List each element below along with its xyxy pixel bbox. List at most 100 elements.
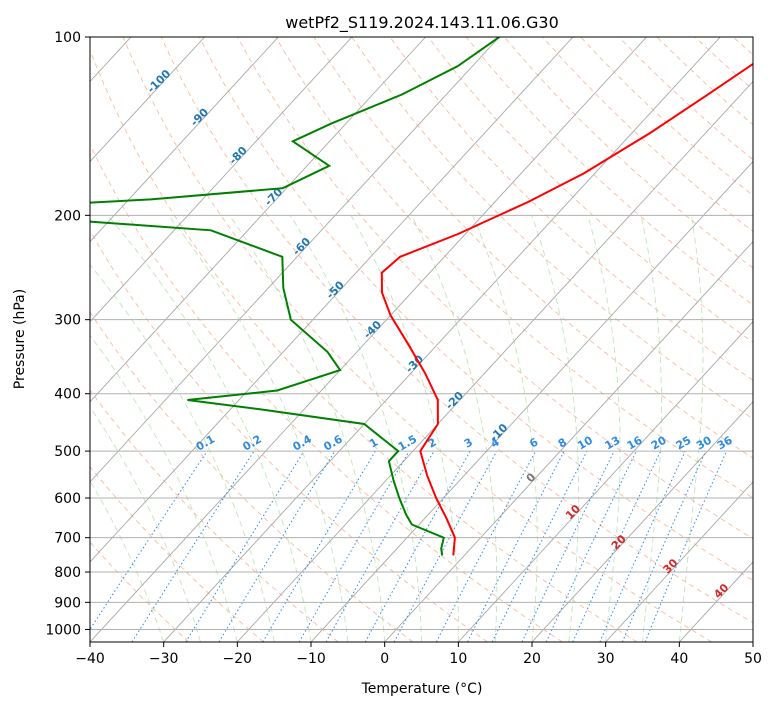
isotherm [90,37,353,323]
mixing-ratio-line [435,450,537,642]
mixing-ratio-line [218,450,336,642]
isotherm [90,37,205,163]
moist-adiabat [229,215,386,642]
y-tick-label: 200 [54,208,81,224]
isotherm-label: -60 [290,235,313,258]
isotherm-label: 20 [609,532,629,552]
isotherm-label: -40 [361,318,384,341]
plot-grid-layer: 0.1 0.2 0.4 0.6 1 1.5 2 3 4 6 8 10 13 16 20 25 30 36-100-… [0,37,753,642]
mixing-ratio-label: 16 [625,433,645,452]
isotherm [752,641,753,642]
isotherm-label: 30 [661,556,681,576]
isotherm-label: 40 [711,581,731,601]
dry-adiabat [351,37,753,420]
mixing-ratio-label: 36 [715,433,735,452]
isotherm [458,321,753,642]
mixing-ratio-label: 25 [674,434,694,453]
mixing-ratio-label: 1 [367,436,380,451]
isotherm-label: 10 [563,502,583,522]
mixing-ratio-line [467,450,565,642]
y-tick-label: 300 [54,313,81,329]
plot-area: 0.1 0.2 0.4 0.6 1 1.5 2 3 4 6 8 10 13 16 20 25 30 36-100-… [0,37,753,642]
y-tick-label: 800 [54,565,81,581]
dry-adiabat [618,37,753,161]
x-tick-label: 30 [597,651,615,667]
x-tick-label: 20 [523,651,541,667]
y-axis-label: Pressure (hPa) [12,289,28,389]
mixing-ratio-label: 20 [649,433,669,452]
moist-adiabat [90,334,238,642]
isotherm [90,37,500,483]
moist-adiabat [640,215,662,642]
isotherm [0,37,57,642]
moist-adiabat [90,406,201,642]
isotherm [384,240,753,642]
moist-adiabat [107,215,312,642]
isotherm-label: -20 [443,389,466,412]
moist-adiabat [90,264,275,642]
dry-adiabat [313,37,753,459]
dry-adiabat [90,389,339,642]
mixing-ratio-line [621,450,707,642]
isotherm [90,37,426,403]
dry-adiabat [90,466,264,642]
y-tick-label: 500 [54,444,81,460]
isotherm [310,160,753,642]
isotherm [90,37,647,642]
isotherm [90,37,279,243]
mixing-ratio-label: 10 [575,433,595,452]
isotherm [163,37,721,642]
moist-adiabat [531,215,580,642]
mixing-ratio-line [262,450,376,642]
isotherm [605,481,753,642]
y-tick-label: 100 [54,30,81,46]
mixing-ratio-label: 0.4 [291,432,315,453]
dry-adiabat [122,37,712,642]
dry-adiabat [275,37,753,499]
moist-adiabat [472,215,538,642]
dry-adiabat [160,37,753,624]
moist-adiabat [90,479,165,642]
moist-adiabat [411,215,498,642]
dry-adiabat [427,37,753,343]
dry-adiabat [694,37,753,91]
temperature-line [380,62,753,556]
isotherm [237,80,753,642]
isotherm-label: -100 [145,67,174,96]
chart-title: wetPf2_S119.2024.143.11.06.G30 [285,13,559,33]
moist-adiabat [587,215,621,642]
moist-adiabat [350,215,459,642]
y-tick-label: 600 [54,491,81,507]
dry-adiabat [90,541,190,642]
dry-adiabat [580,37,753,196]
mixing-ratio-line [364,450,471,642]
x-tick-label: −40 [75,651,105,667]
isotherm [90,37,574,563]
axes: −40 −30 −20 −10 0 10 20 30 40 5010020030040050060… [45,30,762,667]
dry-adiabat [389,37,753,381]
x-axis-label: Temperature (°C) [361,681,483,697]
dry-adiabat [90,48,638,642]
y-tick-label: 1000 [45,622,81,638]
x-tick-label: 50 [744,651,762,667]
y-tick-label: 700 [54,531,81,547]
x-tick-label: 10 [449,651,467,667]
mixing-ratio-line [185,450,305,642]
mixing-ratio-label: 30 [694,433,714,452]
dry-adiabat [90,143,563,642]
dry-adiabat [656,37,753,126]
axes-frame [89,36,754,643]
dry-adiabat [504,37,753,269]
mixing-ratio-line [644,450,727,642]
dewpoint-line [90,37,500,556]
dry-adiabat [90,229,488,642]
moist-adiabat [678,215,704,642]
isotherm [679,561,753,642]
moist-adiabat [168,215,349,642]
moist-adiabat [289,215,422,642]
x-tick-label: 40 [670,651,688,667]
isotherm [531,401,753,642]
mixing-ratio-line [325,450,435,642]
isotherm-label: -80 [227,144,250,167]
